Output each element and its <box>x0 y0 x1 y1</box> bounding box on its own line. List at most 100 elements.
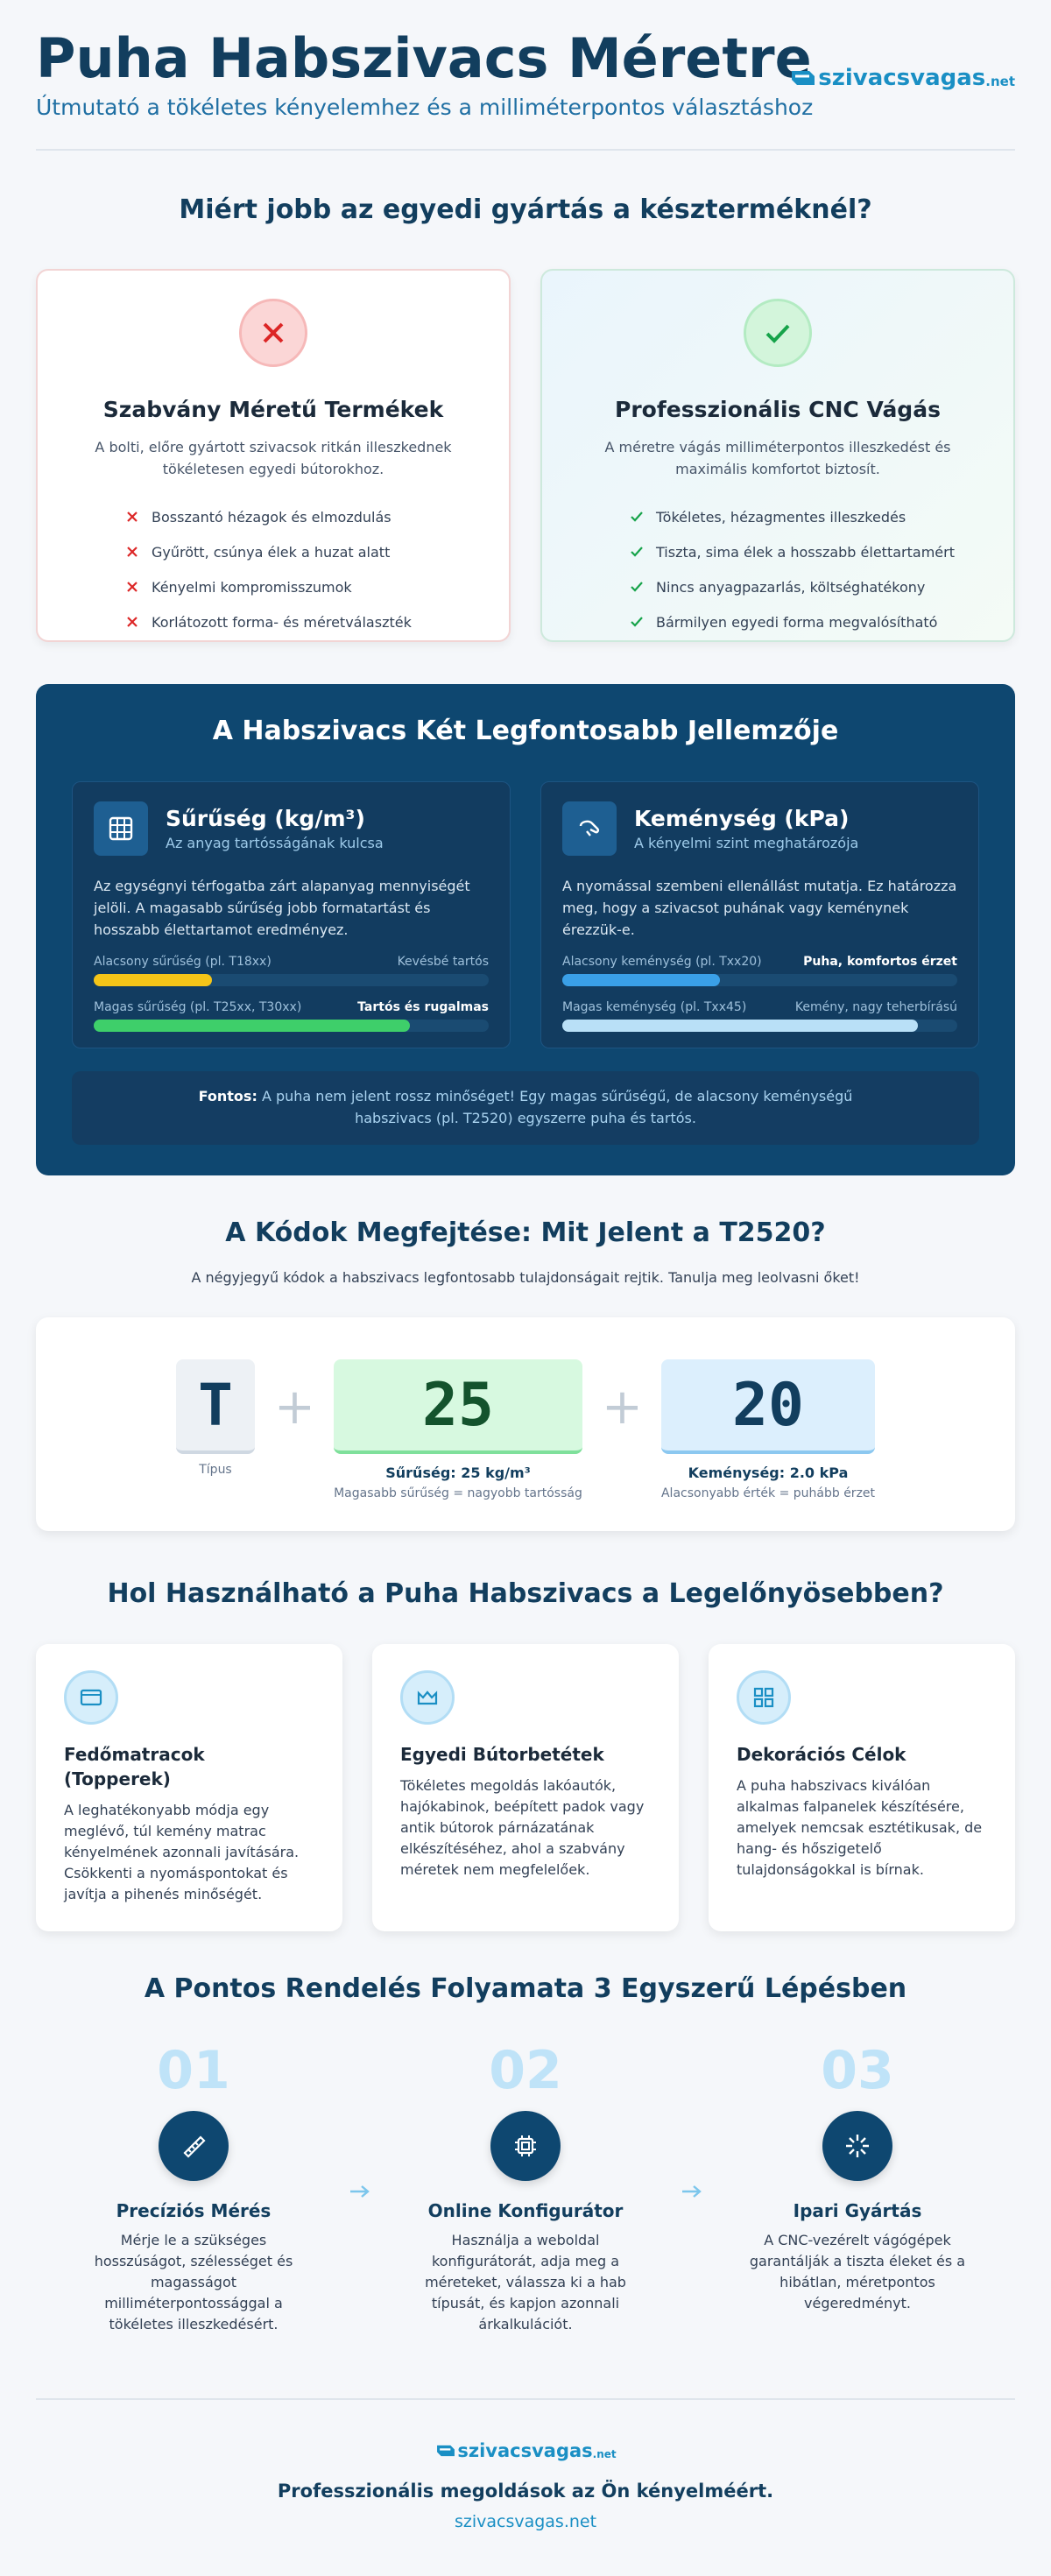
card-title: Szabvány Méretű Termékek <box>102 397 444 422</box>
step-icon <box>822 2111 892 2181</box>
step: 01 Precíziós Mérés Mérje le a szükséges h… <box>62 2044 325 2335</box>
logo-name: szivacsvagas <box>457 2440 593 2461</box>
icon-shape <box>765 324 790 343</box>
bar-label: Magas keménység (pl. Txx45) <box>562 1000 747 1014</box>
icon-shape <box>183 2135 206 2158</box>
icon-shape <box>263 322 284 343</box>
use-card: Fedőmatracok (Topperek) A leghatékonyabb … <box>36 1644 342 1931</box>
icon-shape <box>586 830 591 836</box>
list-item: Bármilyen egyedi forma megvalósítható <box>630 604 1013 639</box>
check-icon <box>631 617 643 627</box>
icon-shape <box>109 816 133 841</box>
feature-description: Az egységnyi térfogatba zárt alapanyag m… <box>94 878 470 938</box>
icon-shape <box>515 2135 536 2156</box>
uses: Hol Használható a Puha Habszivacs a Lege… <box>36 1578 1015 1931</box>
feature-head: Keménység (kPa) A kényelmi szint meghatár… <box>562 801 957 856</box>
step-number: 03 <box>821 2040 894 2101</box>
icon-shape <box>753 1687 774 1708</box>
icon-shape <box>183 2135 206 2158</box>
note-text: A puha nem jelent rossz minőséget! Egy m… <box>261 1088 853 1126</box>
icon-shape <box>437 2445 455 2457</box>
icon-shape <box>127 617 138 627</box>
features: A Habszivacs Két Legfontosabb Jellemzője… <box>36 684 1015 1175</box>
icon-shape <box>263 322 284 343</box>
check-icon <box>631 582 643 592</box>
list-item: Gyűrött, csúnya élek a huzat alatt <box>125 534 509 569</box>
scale-bar: Magas keménység (pl. Txx45) Kemény, nagy … <box>562 1000 957 1032</box>
list-item: Korlátozott forma- és méretválaszték <box>125 604 509 639</box>
bar-fill <box>94 1020 410 1032</box>
feature-icon <box>94 801 148 856</box>
list-text: Korlátozott forma- és méretválaszték <box>152 613 412 631</box>
code-title: Sűrűség: 25 kg/m³ <box>385 1464 531 1481</box>
code-density: 25 Sűrűség: 25 kg/m³ Magasabb sűrűség = na… <box>333 1359 582 1500</box>
code-box: 25 <box>333 1359 582 1454</box>
scale-bar: Alacsony sűrűség (pl. T18xx) Kevésbé tart… <box>94 955 489 986</box>
bar-track <box>562 974 957 986</box>
cross-icon <box>127 512 138 522</box>
feature-subtitle: Az anyag tartósságának kulcsa <box>166 835 384 851</box>
icon-shape <box>753 1687 774 1708</box>
logo-name: szivacsvagas <box>818 65 986 91</box>
footer-tagline: Professzionális megoldások az Ön kényelm… <box>277 2481 774 2502</box>
icon-shape <box>631 547 643 557</box>
bar-fill <box>562 974 721 986</box>
scale-bar: Alacsony keménység (pl. Txx20) Puha, komf… <box>562 955 957 986</box>
feature-description: A nyomással szembeni ellenállást mutatja… <box>562 878 957 938</box>
footer-url[interactable]: szivacsvagas.net <box>454 2512 597 2531</box>
step-title: Online Konfigurátor <box>427 2200 624 2221</box>
code-hardness: 20 Keménység: 2.0 kPa Alacsonyabb érték = … <box>660 1359 875 1500</box>
icon-shape <box>631 617 643 627</box>
operator: + <box>601 1379 643 1436</box>
icon-shape <box>579 820 600 836</box>
icon-shape <box>109 816 133 841</box>
card-icon <box>744 299 812 367</box>
page-title: Puha Habszivacs Méretre <box>36 26 812 90</box>
icon-shape <box>417 1690 438 1705</box>
use-text: A puha habszivacs kiválóan alkalmas falp… <box>737 1777 983 1878</box>
logo-tld: .net <box>985 74 1015 89</box>
bar-track <box>94 1020 489 1032</box>
icon-shape <box>631 512 643 522</box>
icon-shape <box>521 2142 530 2150</box>
step-row: 01 Precíziós Mérés Mérje le a szükséges h… <box>36 2044 1015 2335</box>
note-label: Fontos: <box>198 1088 257 1105</box>
footer-logo[interactable]: szivacsvagas .net <box>36 2440 1015 2461</box>
step-number: 02 <box>489 2040 562 2101</box>
bar-label: Alacsony keménység (pl. Txx20) <box>562 955 762 969</box>
step-text: Használja a weboldal konfigurátorát, adj… <box>425 2232 626 2333</box>
bar-result: Kevésbé tartós <box>397 955 489 969</box>
code-title: Keménység: 2.0 kPa <box>688 1464 849 1481</box>
icon-shape <box>517 2137 534 2155</box>
section-heading: A Kódok Megfejtése: Mit Jelent a T2520? <box>225 1217 826 1248</box>
logo[interactable]: szivacsvagas .net <box>788 65 1015 91</box>
icon-shape <box>792 71 815 85</box>
list-item: Tiszta, sima élek a hosszabb élettartamé… <box>630 534 1013 569</box>
use-card: Egyedi Bútorbetétek Tökéletes megoldás la… <box>372 1644 679 1931</box>
use-text: A leghatékonyabb módja egy meglévő, túl … <box>64 1802 300 1902</box>
use-icon <box>737 1670 791 1725</box>
step-arrow <box>681 2185 702 2198</box>
feature-title: Sűrűség (kg/m³) <box>166 806 365 831</box>
bar-fill <box>94 974 213 986</box>
cross-icon <box>127 547 138 557</box>
feature-title: Keménység (kPa) <box>634 806 850 831</box>
code-caption: Magasabb sűrűség = nagyobb tartósság <box>334 1486 582 1500</box>
use-card: Dekorációs Célok A puha habszivacs kiváló… <box>709 1644 1015 1931</box>
use-title: Dekorációs Célok <box>737 1744 906 1765</box>
section-heading: Miért jobb az egyedi gyártás a késztermé… <box>179 194 872 225</box>
icon-shape <box>349 2185 370 2198</box>
code-box: T <box>175 1359 255 1454</box>
icon-shape <box>631 582 643 592</box>
icon-shape <box>846 2135 869 2157</box>
use-title: Fedőmatracok (Topperek) <box>64 1744 205 1789</box>
icon-shape <box>515 2135 536 2156</box>
comparison-card: Professzionális CNC Vágás A méretre vágá… <box>540 269 1015 642</box>
section-subtitle: A négyjegyű kódok a habszivacs legfontos… <box>191 1269 860 1286</box>
card-icon <box>239 299 307 367</box>
step-text: A CNC-vezérelt vágógépek garantálják a t… <box>749 2232 966 2311</box>
step-arrow <box>349 2185 370 2198</box>
icon-shape <box>764 1697 774 1708</box>
card-title: Professzionális CNC Vágás <box>615 397 941 422</box>
step-icon <box>490 2111 561 2181</box>
